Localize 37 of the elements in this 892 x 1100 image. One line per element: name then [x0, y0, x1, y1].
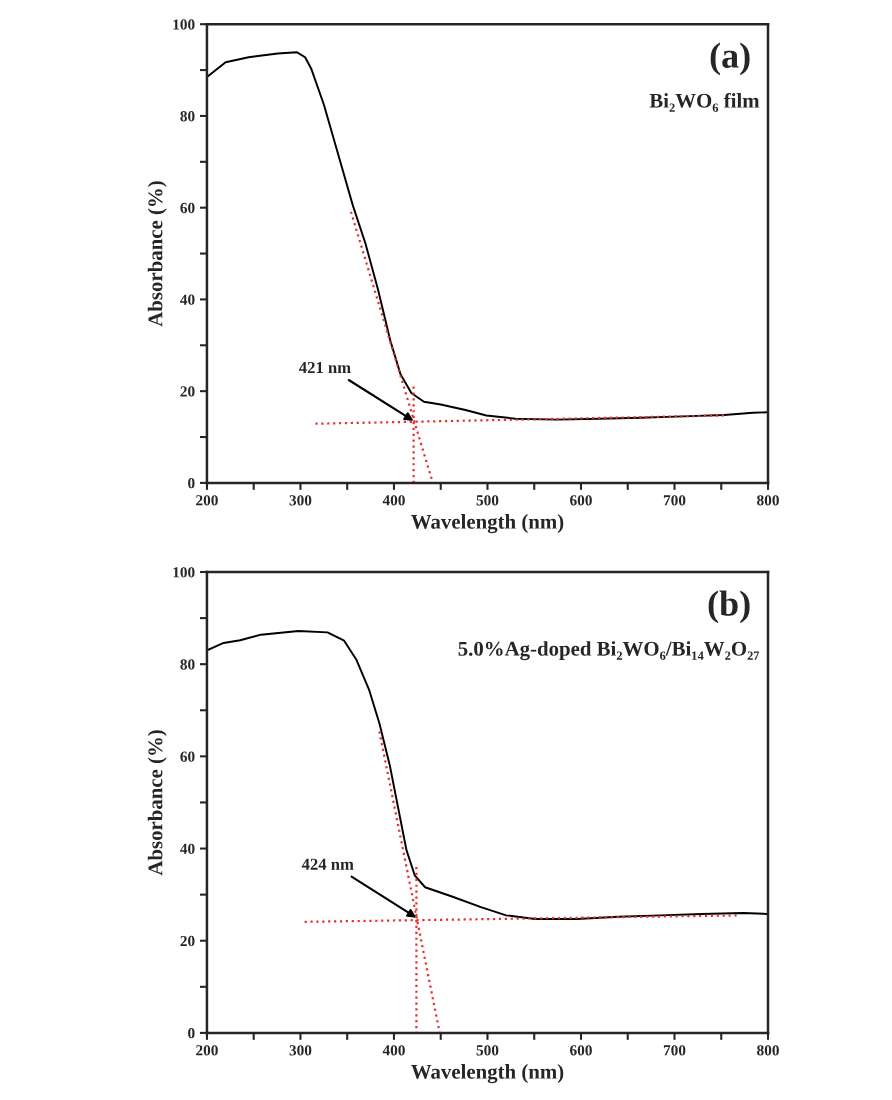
- x-tick-label: 600: [570, 1045, 592, 1056]
- annotation: Bi₂WO₆ film: [649, 92, 760, 112]
- x-tick-label: 800: [757, 495, 779, 506]
- x-tick-label: 400: [382, 1045, 405, 1056]
- x-axis-title: Wavelength (nm): [411, 1064, 564, 1084]
- x-tick-label: 300: [289, 495, 312, 506]
- x-tick-label: 700: [663, 495, 686, 506]
- x-tick-label: 400: [382, 495, 405, 506]
- x-tick-label: 600: [570, 495, 592, 506]
- x-tick-label: 700: [663, 1045, 686, 1056]
- y-tick-label: 60: [180, 751, 195, 762]
- y-axis-title: Absorbance (%): [147, 181, 167, 327]
- y-tick-label: 40: [180, 294, 195, 305]
- y-tick-label: 60: [180, 202, 195, 214]
- x-tick-label: 500: [476, 1045, 499, 1056]
- x-tick-label: 300: [289, 1045, 312, 1056]
- x-tick-label: 200: [196, 1045, 218, 1056]
- x-tick-label: 500: [476, 495, 499, 506]
- annotation: 421 nm: [299, 361, 351, 373]
- annotation: 5.0%Ag-doped Bi₂WO₆/Bi₁₄W₂O₂₇: [458, 641, 760, 661]
- x-tick-label: 800: [757, 1045, 779, 1056]
- y-tick-label: 0: [188, 478, 195, 489]
- y-tick-label: 20: [180, 935, 195, 947]
- y-tick-label: 0: [188, 1028, 195, 1039]
- y-tick-label: 100: [173, 567, 195, 578]
- y-tick-label: 20: [180, 386, 195, 397]
- y-axis-title: Absorbance (%): [147, 730, 167, 876]
- y-tick-label: 40: [180, 843, 195, 854]
- annotation: 424 nm: [301, 858, 354, 870]
- annotation: (a): [710, 42, 750, 76]
- y-tick-label: 100: [173, 19, 195, 30]
- line-series: [206, 630, 769, 921]
- annotation: (b): [708, 590, 750, 624]
- y-tick-label: 80: [180, 111, 195, 122]
- x-axis-title: Wavelength (nm): [411, 514, 564, 534]
- y-tick-label: 80: [180, 659, 195, 670]
- x-tick-label: 200: [196, 495, 218, 506]
